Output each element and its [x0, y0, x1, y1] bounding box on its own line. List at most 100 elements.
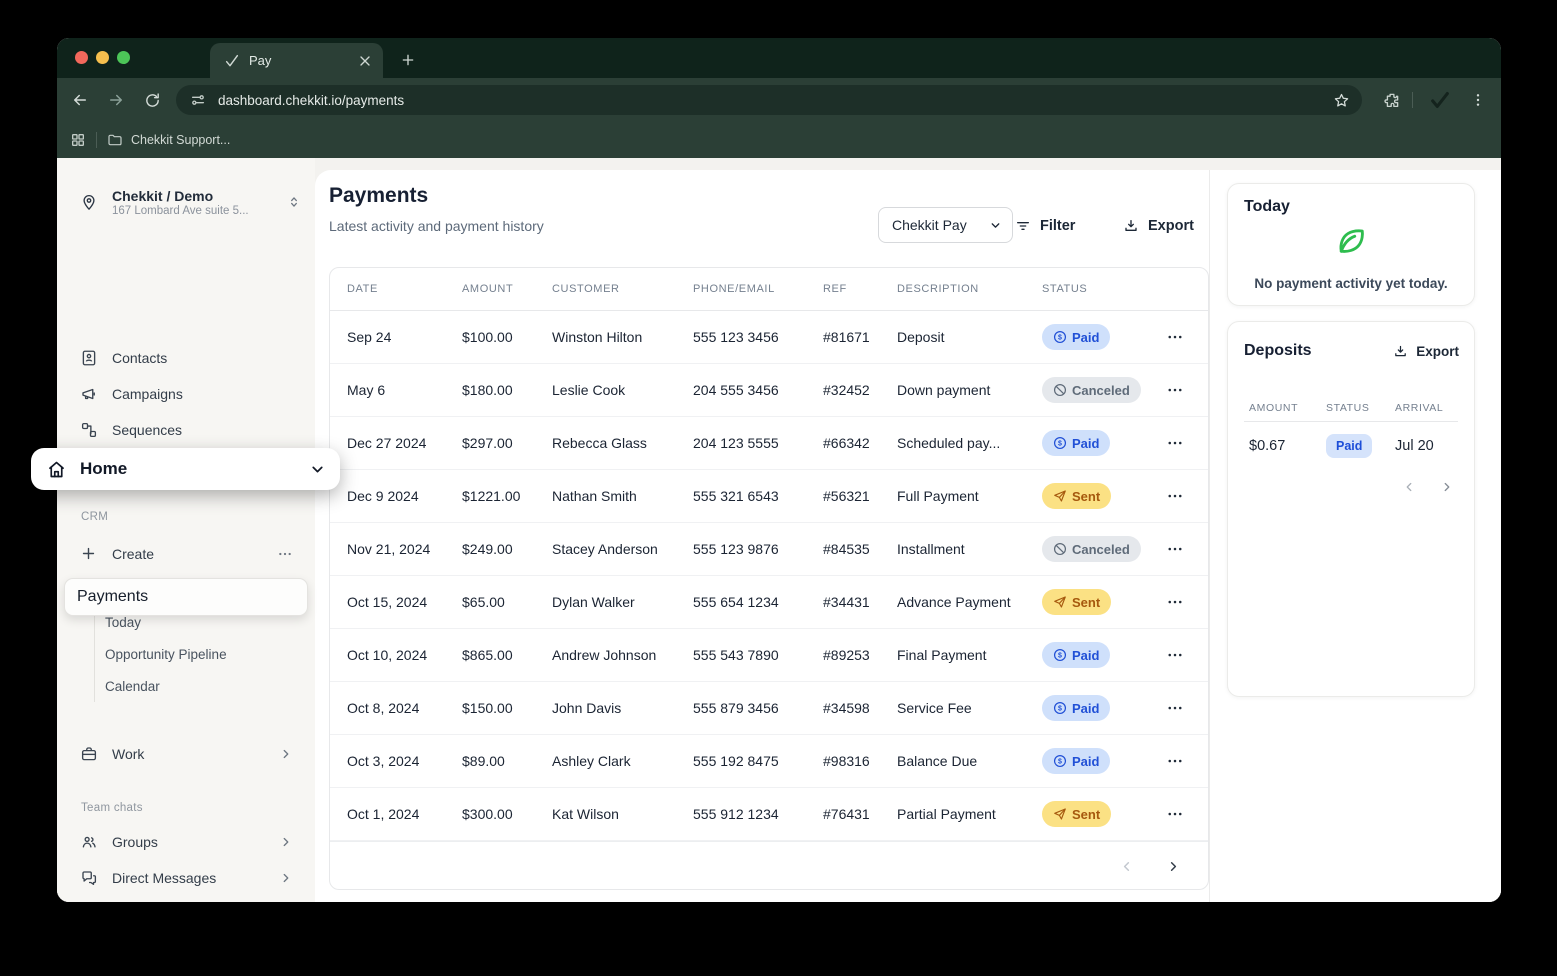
back-icon[interactable]: [67, 87, 93, 113]
sidebar-item-direct-messages[interactable]: Direct Messages: [71, 863, 301, 893]
reload-icon[interactable]: [139, 87, 165, 113]
cell-phone: 555 123 3456: [693, 329, 779, 345]
prev-page-icon[interactable]: [1402, 480, 1416, 494]
profile-avatar[interactable]: [1427, 87, 1453, 113]
extensions-puzzle-icon[interactable]: [1379, 87, 1405, 113]
payment-row[interactable]: May 6 $180.00 Leslie Cook 204 555 3456 #3245…: [330, 364, 1208, 417]
next-page-icon[interactable]: [1440, 480, 1454, 494]
payment-row[interactable]: Nov 21, 2024 $249.00 Stacey Anderson 555 12…: [330, 523, 1208, 576]
row-actions-ellipsis-icon[interactable]: [1166, 539, 1196, 559]
bookmark-star-icon[interactable]: [1333, 92, 1350, 109]
workspace-name: Chekkit / Demo: [112, 187, 214, 204]
main-panel: Payments Latest activity and payment his…: [315, 170, 1501, 902]
sidebar-item-create[interactable]: Create: [71, 539, 301, 569]
cell-description: Service Fee: [897, 700, 972, 716]
more-ellipsis-icon[interactable]: [277, 546, 293, 562]
page-content: Chekkit / Demo 167 Lombard Ave suite 5..…: [57, 158, 1501, 902]
row-actions-ellipsis-icon[interactable]: [1166, 380, 1196, 400]
row-actions-ellipsis-icon[interactable]: [1166, 486, 1196, 506]
home-nav-pill[interactable]: Home: [31, 448, 340, 490]
row-actions-ellipsis-icon[interactable]: [1166, 327, 1196, 347]
sidebar-subitem-calendar[interactable]: Calendar: [105, 673, 285, 699]
payment-row[interactable]: Sep 24 $100.00 Winston Hilton 555 123 3456 #…: [330, 311, 1208, 364]
site-settings-icon[interactable]: [190, 92, 206, 108]
payments-nav-pill[interactable]: Payments: [64, 578, 308, 616]
sidebar-item-sequences[interactable]: Sequences: [71, 415, 301, 445]
row-actions-ellipsis-icon[interactable]: [1166, 804, 1196, 824]
status-badge: Sent: [1042, 801, 1112, 827]
row-actions-ellipsis-icon[interactable]: [1166, 645, 1196, 665]
svg-text:$: $: [1058, 706, 1062, 713]
cell-customer: Ashley Clark: [552, 753, 631, 769]
deposit-arrival: Jul 20: [1395, 438, 1434, 454]
chevron-right-icon: [279, 747, 293, 761]
column-header: PHONE/EMAIL: [693, 283, 775, 295]
sidebar-item-work[interactable]: Work: [71, 739, 301, 769]
bookmark-folder-label[interactable]: Chekkit Support...: [131, 133, 231, 147]
cell-phone: 555 192 8475: [693, 753, 779, 769]
browser-menu-icon[interactable]: [1465, 87, 1491, 113]
sidebar-item-campaigns[interactable]: Campaigns: [71, 379, 301, 409]
payment-row[interactable]: Oct 1, 2024 $300.00 Kat Wilson 555 912 1234…: [330, 788, 1208, 841]
account-select[interactable]: Chekkit Pay: [878, 207, 1013, 243]
cell-ref: #56321: [823, 488, 870, 504]
apps-grid-icon[interactable]: [70, 132, 86, 148]
maximize-window-button[interactable]: [117, 51, 130, 64]
prev-page-icon[interactable]: [1116, 856, 1136, 876]
url-bar[interactable]: dashboard.chekkit.io/payments: [176, 85, 1362, 115]
cell-customer: Leslie Cook: [552, 382, 626, 398]
cell-description: Down payment: [897, 382, 991, 398]
chevron-right-icon: [279, 835, 293, 849]
cell-date: Nov 21, 2024: [347, 541, 431, 557]
status-label: Canceled: [1072, 382, 1130, 398]
sidebar-subitem-today[interactable]: Today: [105, 609, 285, 635]
row-actions-ellipsis-icon[interactable]: [1166, 751, 1196, 771]
deposits-pagination: [1402, 480, 1454, 494]
close-window-button[interactable]: [75, 51, 88, 64]
bookmarks-bar: Chekkit Support...: [57, 122, 1501, 158]
minimize-window-button[interactable]: [96, 51, 109, 64]
row-actions-ellipsis-icon[interactable]: [1166, 698, 1196, 718]
deposit-row[interactable]: $0.67 Paid Jul 20: [1244, 430, 1458, 462]
row-actions-ellipsis-icon[interactable]: [1166, 433, 1196, 453]
new-tab-button[interactable]: [395, 47, 421, 73]
column-header: AMOUNT: [462, 283, 514, 295]
deposits-export-label: Export: [1416, 344, 1459, 359]
cell-amount: $249.00: [462, 541, 513, 557]
payment-row[interactable]: Oct 10, 2024 $865.00 Andrew Johnson 555 543…: [330, 629, 1208, 682]
cell-date: Oct 10, 2024: [347, 647, 428, 663]
sidebar-item-groups[interactable]: Groups: [71, 827, 301, 857]
sidebar-item-contacts[interactable]: Contacts: [71, 343, 301, 373]
payment-row[interactable]: Dec 27 2024 $297.00 Rebecca Glass 204 123 5…: [330, 417, 1208, 470]
status-label: Canceled: [1072, 541, 1130, 557]
payments-table: DATE AMOUNT CUSTOMER PHONE/EMAIL REF DES…: [329, 267, 1209, 890]
plus-icon: [80, 545, 98, 563]
dollar-circle-icon: $: [1053, 754, 1067, 768]
chevron-right-icon: [279, 871, 293, 885]
tab-strip: Pay: [57, 38, 1501, 78]
export-button[interactable]: Export: [1123, 214, 1194, 238]
url-text: dashboard.chekkit.io/payments: [218, 92, 405, 108]
payment-row[interactable]: Dec 9 2024 $1221.00 Nathan Smith 555 321 65…: [330, 470, 1208, 523]
cell-phone: 555 123 9876: [693, 541, 779, 557]
browser-tab[interactable]: Pay: [210, 43, 383, 78]
toolbar-divider: [1412, 92, 1413, 108]
megaphone-icon: [80, 385, 98, 403]
row-actions-ellipsis-icon[interactable]: [1166, 592, 1196, 612]
next-page-icon[interactable]: [1163, 856, 1183, 876]
payment-row[interactable]: Oct 3, 2024 $89.00 Ashley Clark 555 192 847…: [330, 735, 1208, 788]
deposits-export-button[interactable]: Export: [1393, 344, 1459, 359]
sidebar-subitem-opportunity-pipeline[interactable]: Opportunity Pipeline: [105, 641, 285, 667]
payment-row[interactable]: Oct 15, 2024 $65.00 Dylan Walker 555 654 12…: [330, 576, 1208, 629]
forward-icon[interactable]: [103, 87, 129, 113]
workspace-switcher[interactable]: Chekkit / Demo 167 Lombard Ave suite 5..…: [71, 182, 301, 222]
cell-amount: $65.00: [462, 594, 505, 610]
chevron-updown-icon: [287, 195, 301, 209]
sidebar-item-label: Groups: [112, 834, 158, 850]
cell-phone: 555 654 1234: [693, 594, 779, 610]
payment-row[interactable]: Oct 8, 2024 $150.00 John Davis 555 879 3456…: [330, 682, 1208, 735]
tab-close-icon[interactable]: [357, 53, 373, 69]
filter-button[interactable]: Filter: [1015, 214, 1075, 238]
svg-text:$: $: [1058, 335, 1062, 342]
